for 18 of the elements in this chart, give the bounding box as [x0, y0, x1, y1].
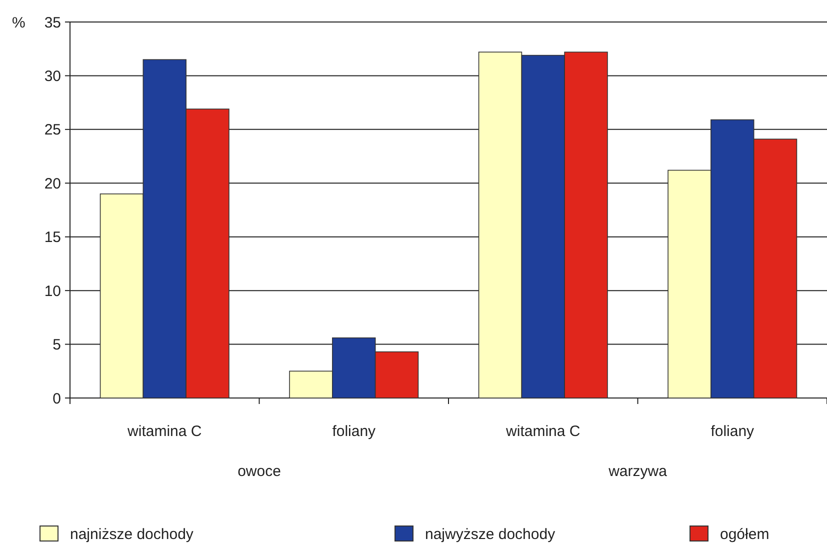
y-tick-label: 30: [44, 68, 61, 85]
y-tick-label: 20: [44, 175, 61, 192]
x-tick-label: foliany: [332, 423, 376, 440]
y-tick-label: 0: [52, 390, 61, 408]
x-tick-label: witamina C: [505, 423, 580, 440]
legend-label: najwyższe dochody: [425, 526, 556, 543]
x-tick-label: witamina C: [126, 423, 202, 440]
y-tick-label: 35: [44, 14, 61, 32]
y-tick-label: 25: [44, 122, 61, 139]
text: owoce: [238, 463, 281, 480]
y-tick-label: 15: [44, 229, 61, 246]
legend-label: najniższe dochody: [70, 526, 194, 543]
y-tick-label: 5: [52, 336, 61, 354]
x-tick-label: foliany: [710, 423, 755, 440]
y-tick-label: 10: [44, 282, 61, 300]
text: warzywa: [608, 463, 668, 480]
legend-label: ogółem: [720, 526, 770, 543]
y-axis-title: %: [12, 14, 26, 32]
